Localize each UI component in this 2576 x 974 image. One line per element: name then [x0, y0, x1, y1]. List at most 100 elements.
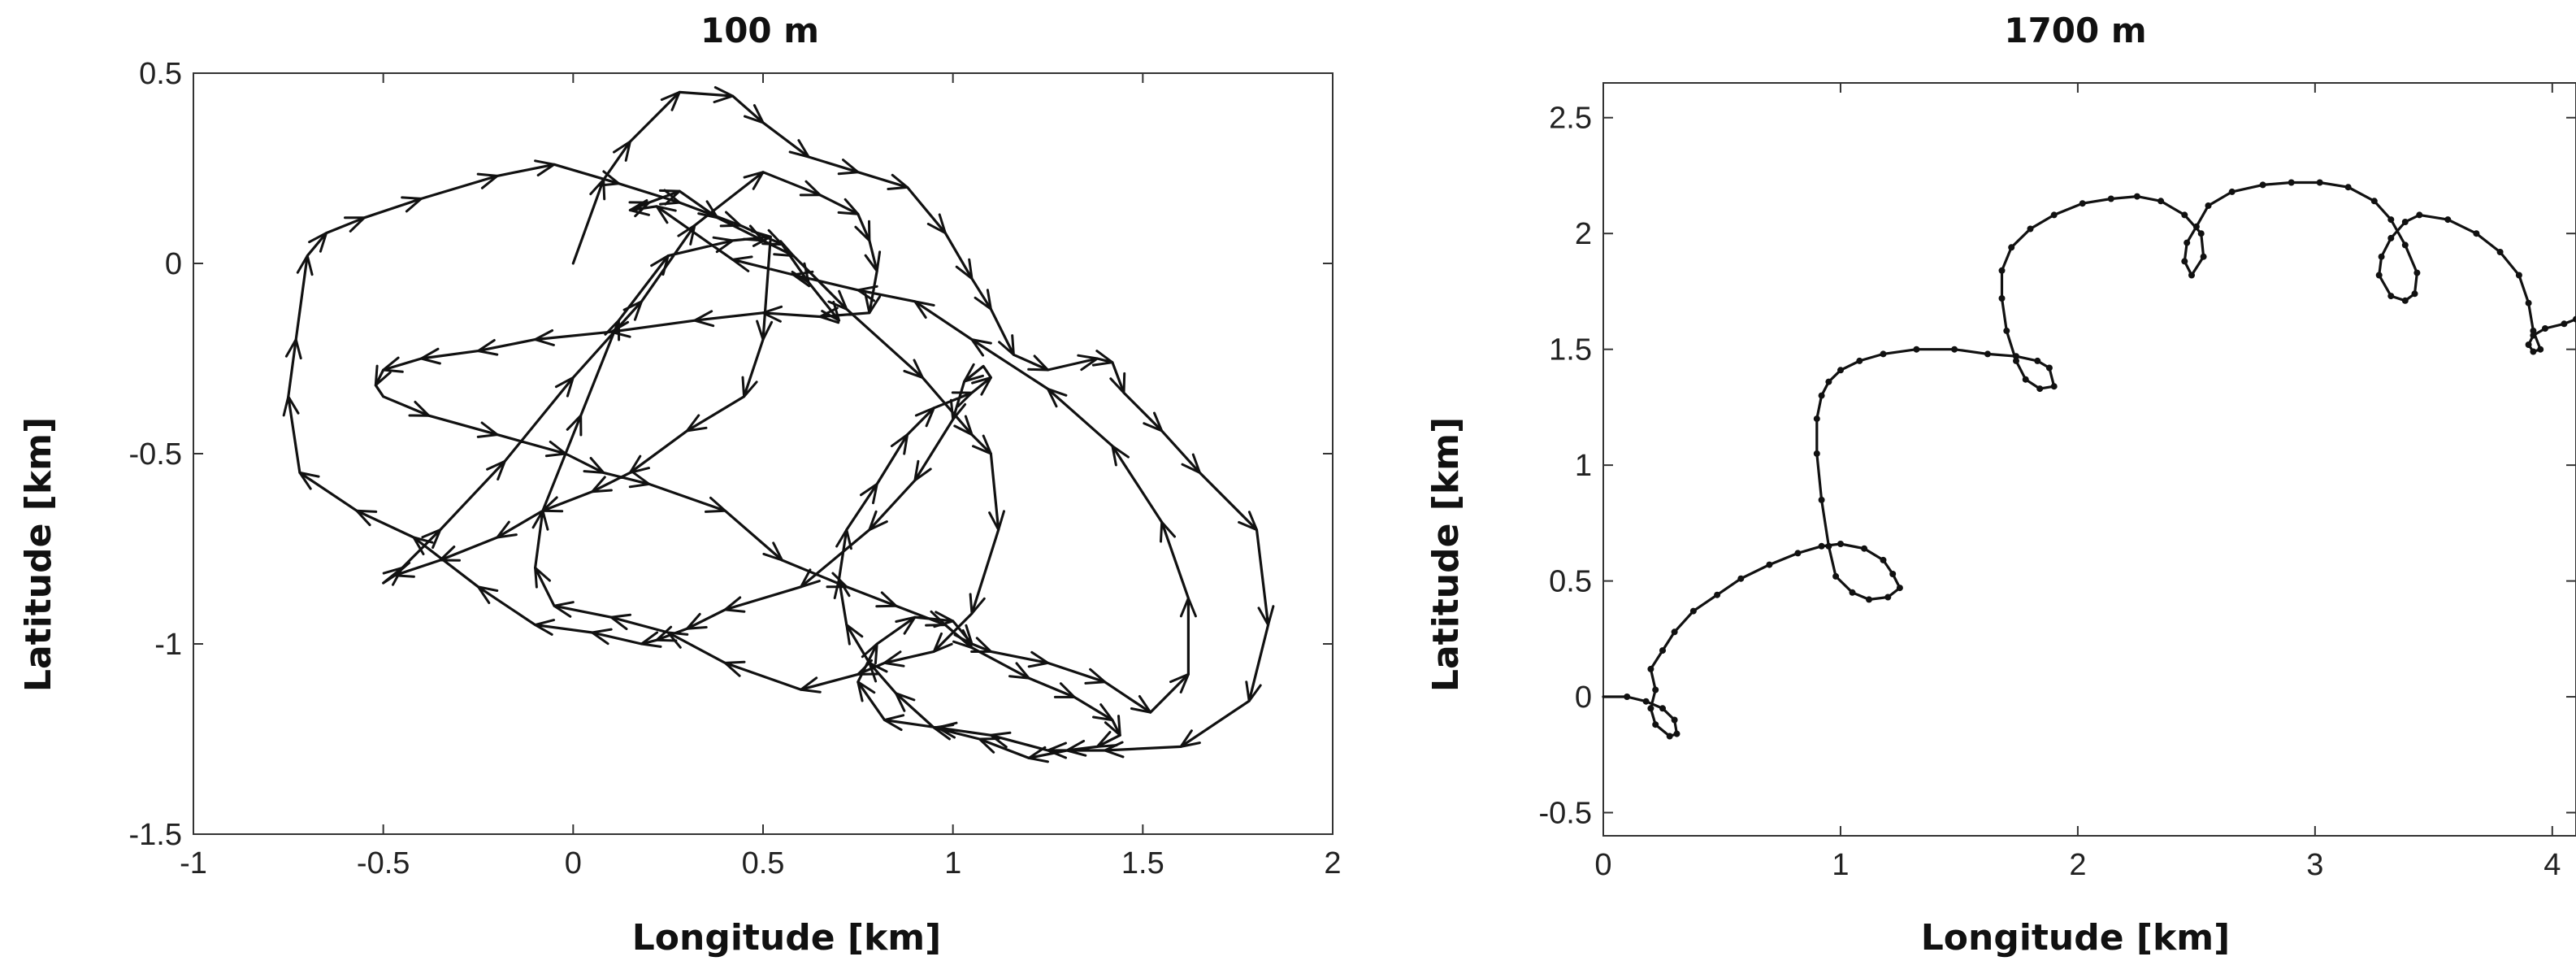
direction-arrow	[1179, 597, 1197, 618]
direction-arrow	[1130, 695, 1152, 714]
direction-arrow	[598, 170, 620, 187]
track-point	[2197, 230, 2205, 237]
track-point	[2515, 272, 2522, 279]
direction-arrow	[476, 172, 499, 189]
direction-arrow	[963, 363, 984, 383]
track-point	[2530, 327, 2537, 334]
y-tick-label: 2	[1575, 217, 1592, 251]
track-point	[2181, 258, 2188, 265]
track-point	[2107, 195, 2114, 202]
track-line	[287, 90, 1270, 760]
track-point	[1647, 665, 1654, 672]
direction-arrow	[932, 632, 953, 653]
x-tick-label: -1	[180, 846, 207, 881]
direction-arrow	[628, 471, 651, 489]
direction-arrow	[628, 454, 650, 474]
direction-arrow	[1104, 715, 1121, 737]
direction-arrow	[534, 619, 556, 636]
direction-arrow	[609, 320, 631, 338]
direction-arrow	[773, 240, 795, 258]
track-point	[2036, 385, 2044, 393]
track-point	[2375, 272, 2383, 279]
direction-arrow	[887, 173, 909, 190]
track-point	[1794, 550, 1802, 557]
track-point	[2022, 376, 2029, 383]
direction-arrow	[762, 541, 783, 562]
track-point	[1737, 575, 1745, 582]
direction-arrow	[953, 624, 974, 646]
direction-arrow	[476, 421, 499, 438]
direction-arrow	[971, 376, 992, 396]
track-point	[2370, 198, 2378, 205]
direction-arrow	[972, 434, 992, 455]
direction-arrow	[913, 300, 935, 319]
track-point	[2530, 348, 2537, 355]
track-point	[1889, 571, 1897, 577]
direction-arrow	[955, 258, 974, 280]
direction-arrow	[989, 731, 1012, 749]
direction-arrow	[741, 376, 758, 398]
track-point	[1766, 561, 1773, 568]
track-point	[1849, 589, 1856, 596]
x-axis-label: Longitude [km]	[632, 917, 942, 959]
direction-arrow	[655, 625, 678, 642]
direction-arrow	[1143, 411, 1164, 433]
direction-arrow	[308, 232, 328, 253]
direction-arrow	[412, 536, 434, 555]
direction-arrow	[723, 596, 746, 613]
direction-arrow	[712, 236, 735, 254]
track-point	[1896, 585, 1903, 592]
track-point	[2413, 269, 2421, 276]
track-point	[2181, 211, 2188, 219]
track-point	[1652, 686, 1659, 694]
track-point	[2184, 239, 2191, 246]
track-point	[1866, 596, 1872, 603]
track-point	[2158, 198, 2165, 205]
direction-arrow	[800, 676, 822, 694]
direction-arrow	[913, 459, 932, 482]
direction-arrow	[705, 496, 726, 513]
x-tick-label: 2	[2069, 848, 2086, 882]
track-point	[1818, 542, 1825, 550]
direction-arrow	[677, 224, 696, 246]
direction-arrow	[969, 593, 986, 615]
track-point	[2013, 357, 2019, 364]
direction-arrow	[914, 407, 935, 428]
direction-arrow	[298, 471, 320, 490]
track-point	[1856, 357, 1863, 364]
track-point	[1984, 350, 1991, 358]
direction-arrow	[895, 692, 916, 712]
track-point	[2473, 230, 2480, 237]
track-point	[2079, 200, 2086, 207]
track-point	[2205, 202, 2212, 209]
direction-arrow	[868, 661, 888, 683]
direction-arrow	[382, 566, 404, 586]
x-axis-label: Longitude [km]	[1921, 917, 2231, 959]
y-tick-label: 1	[1575, 449, 1592, 483]
direction-arrow	[800, 568, 821, 589]
track-point	[1813, 415, 1820, 423]
direction-arrow	[860, 482, 878, 505]
direction-arrow	[731, 255, 753, 272]
track-point	[1880, 556, 1887, 563]
direction-arrow	[554, 376, 575, 398]
y-tick-label: 0	[1575, 680, 1592, 715]
y-tick-label: 2.5	[1549, 102, 1592, 136]
direction-arrow	[534, 566, 551, 589]
direction-arrow	[534, 159, 556, 176]
track-point	[2013, 353, 2019, 360]
direction-arrow	[686, 414, 708, 433]
track-point	[2496, 249, 2504, 255]
direction-arrow	[374, 364, 392, 387]
direction-arrow	[1109, 372, 1126, 394]
track-point	[2411, 290, 2418, 298]
direction-arrow	[998, 334, 1015, 356]
direction-arrow	[953, 415, 974, 437]
direction-arrow	[826, 572, 848, 589]
x-tick-label: 1.5	[1121, 846, 1164, 881]
track-point	[2378, 253, 2385, 260]
direction-arrow	[1027, 650, 1049, 668]
direction-arrow	[799, 180, 822, 197]
direction-arrow	[1092, 703, 1114, 722]
y-tick-label: 0.5	[1549, 565, 1592, 599]
